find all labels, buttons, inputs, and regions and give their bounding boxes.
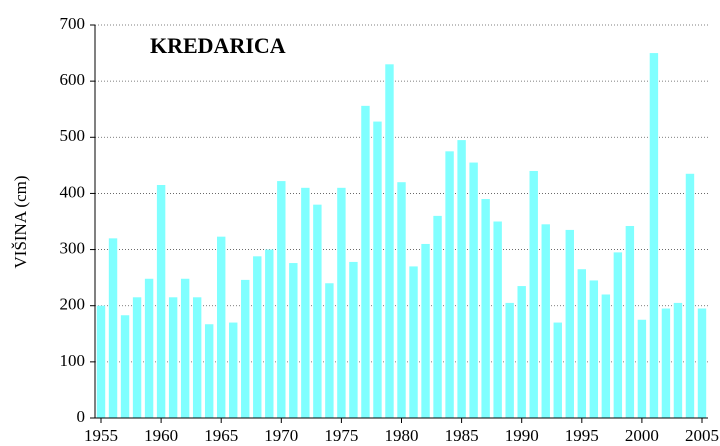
bar xyxy=(156,185,166,418)
bar xyxy=(457,140,466,419)
bar xyxy=(529,170,538,418)
bar xyxy=(313,204,322,418)
bar xyxy=(433,215,442,418)
bar xyxy=(373,121,382,419)
x-tick-label: 1985 xyxy=(445,426,479,445)
bar xyxy=(108,238,118,418)
x-tick-label: 2000 xyxy=(625,426,659,445)
x-tick-label: 1990 xyxy=(505,426,539,445)
bar xyxy=(241,279,250,418)
bar xyxy=(685,173,695,418)
bar xyxy=(445,151,454,419)
bar xyxy=(277,181,286,418)
bar xyxy=(649,53,659,418)
bar xyxy=(661,308,671,418)
bar xyxy=(168,297,178,418)
bar xyxy=(132,297,142,418)
bar xyxy=(673,302,683,418)
bar xyxy=(505,302,514,418)
x-tick-label: 1955 xyxy=(84,426,118,445)
bar xyxy=(144,278,154,418)
y-tick-label: 600 xyxy=(60,70,86,89)
x-tick-label: 1975 xyxy=(324,426,358,445)
bar xyxy=(517,286,526,418)
y-tick-label: 700 xyxy=(60,14,86,33)
chart-title: KREDARICA xyxy=(150,33,286,58)
x-tick-label: 1965 xyxy=(204,426,238,445)
y-tick-label: 0 xyxy=(77,407,86,426)
y-tick-label: 300 xyxy=(60,238,86,257)
bar xyxy=(192,297,202,418)
bar xyxy=(613,252,623,418)
bar xyxy=(289,263,298,418)
x-tick-label: 1980 xyxy=(385,426,419,445)
bar xyxy=(589,280,599,418)
y-tick-label: 100 xyxy=(60,351,86,370)
bar xyxy=(385,64,394,419)
bar xyxy=(301,187,310,418)
bar xyxy=(493,221,502,418)
bar xyxy=(481,199,490,418)
bar xyxy=(96,305,106,418)
bar xyxy=(325,283,334,418)
y-tick-label: 500 xyxy=(60,126,86,145)
bar xyxy=(361,105,370,419)
bar xyxy=(180,278,190,418)
bar xyxy=(577,269,587,418)
bar xyxy=(120,315,130,418)
bar xyxy=(337,187,346,418)
bar xyxy=(229,322,238,418)
bar xyxy=(469,162,478,418)
y-tick-label: 200 xyxy=(60,295,86,314)
bar xyxy=(349,261,358,418)
bar xyxy=(421,243,430,418)
bar xyxy=(697,308,707,418)
bar xyxy=(637,319,647,418)
bar xyxy=(265,249,274,418)
y-axis-label: VIŠINA (cm) xyxy=(11,175,30,268)
x-tick-label: 1970 xyxy=(264,426,298,445)
bar xyxy=(553,322,562,418)
bar xyxy=(601,294,611,418)
x-tick-label: 1960 xyxy=(144,426,178,445)
bar xyxy=(541,224,550,418)
bar xyxy=(216,236,226,418)
x-tick-label: 2005 xyxy=(685,426,719,445)
bar xyxy=(625,225,635,418)
bar xyxy=(397,182,406,418)
bar xyxy=(565,229,574,418)
bar xyxy=(253,256,262,418)
x-tick-label: 1995 xyxy=(565,426,599,445)
bar xyxy=(204,324,214,418)
y-tick-label: 400 xyxy=(60,182,86,201)
bar xyxy=(409,266,418,418)
